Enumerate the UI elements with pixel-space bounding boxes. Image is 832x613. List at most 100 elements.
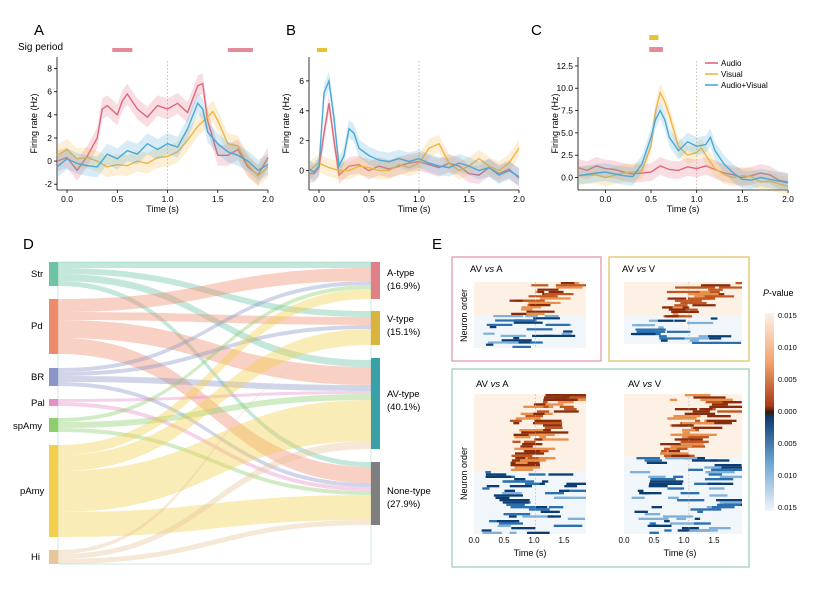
heatmap-cell: [525, 315, 538, 318]
colorbar-title: P-value: [763, 288, 794, 298]
legend-label-audio: Audio: [721, 59, 742, 68]
x-tick-label: 0.5: [111, 194, 123, 204]
flow-hi-none: [58, 520, 371, 564]
flow-br-av: [58, 376, 371, 391]
heatmap-cell: [527, 457, 539, 460]
heatmap-cell: [662, 515, 694, 518]
heatmap-cell: [561, 332, 572, 335]
flow-pal-none: [58, 402, 371, 491]
heatmap-cell: [513, 321, 543, 324]
legend-label-visual: Visual: [721, 70, 743, 79]
heatmap-cell: [634, 510, 648, 513]
heatmap-cell: [660, 443, 692, 446]
heatmap-cell: [548, 506, 564, 509]
panel-letter-d: D: [23, 236, 34, 253]
heatmap-cell: [566, 489, 586, 492]
panel-letter-e: E: [432, 236, 442, 253]
heatmap-cell: [539, 482, 545, 485]
heatmap-cell: [671, 454, 690, 457]
heatmap-cell: [534, 438, 544, 441]
series-line-audio: [577, 165, 789, 183]
heatmap-cell: [629, 471, 651, 474]
x-tick-label: 2.0: [782, 194, 794, 204]
heatmap-cell: [664, 529, 672, 532]
heatmap-cell: [513, 337, 520, 340]
heatmap-cell: [547, 515, 561, 518]
heatmap-cell: [497, 524, 511, 527]
heatmap-cell: [497, 520, 520, 523]
heatmap-cell: [708, 473, 723, 476]
heatmap-cell: [548, 473, 574, 476]
heatmap-cell: [687, 293, 719, 296]
heatmap-cell: [672, 313, 679, 316]
heatmap-cell: [658, 326, 664, 329]
box-av-vs-v-top: [608, 256, 750, 362]
flow-hi-av: [58, 441, 371, 559]
flow-br-v: [58, 325, 371, 376]
heatmap-cell: [649, 522, 656, 525]
colorbar-tick: 0.005: [778, 375, 797, 384]
heatmap-cell: [503, 513, 531, 516]
panel-e-heatmaps: AV vs A AV vs V AV vs A AV vs V Neuron o…: [451, 256, 797, 568]
flow-str-av: [58, 274, 371, 367]
heatmap-cell: [528, 295, 558, 298]
flow-pd-a: [58, 268, 371, 312]
heatmap-cell: [657, 319, 674, 322]
y-tick-label: -2: [44, 179, 52, 189]
heatmap-cell: [646, 461, 667, 464]
x-tick-label: 1.0: [691, 194, 703, 204]
heatmap-av-vs-v-bottom: [624, 394, 742, 534]
colorbar-tick: 0.015: [778, 311, 797, 320]
type-label-none: None-type: [387, 486, 431, 497]
heatmap-cell: [717, 468, 742, 471]
type-label-v: V-type: [387, 314, 414, 325]
heatmap-cell: [710, 317, 718, 320]
heatmap-cell: [544, 426, 563, 429]
heatmap-cell: [525, 415, 544, 418]
heatmap-cell: [557, 401, 574, 404]
heatmap-cell: [493, 494, 523, 497]
heatmap-cell: [705, 422, 732, 425]
heatmap-cell: [514, 466, 541, 469]
heatmap-cell: [694, 517, 701, 520]
x-tick: 0.5: [648, 536, 660, 545]
heatmap-cell: [482, 531, 502, 534]
heatmap-cell: [533, 317, 560, 320]
heatmap-cell: [540, 297, 571, 300]
region-label-pamy: pAmy: [20, 486, 45, 497]
x-tick: 0.0: [618, 536, 630, 545]
heatmap-cell: [560, 282, 575, 285]
legend-label-audiovisual: Audio+Visual: [721, 81, 768, 90]
heatmap-cell: [512, 345, 531, 348]
heatmap-cell: [638, 517, 669, 520]
y-tick-label: 2: [47, 133, 52, 143]
heatmap-cell: [648, 475, 666, 478]
heatmap-cell: [564, 485, 578, 488]
heatmap-cell: [537, 410, 550, 413]
x-axis-label: Time (s): [398, 204, 431, 214]
heatmap-cell: [493, 315, 524, 318]
heatmap-cell: [687, 321, 714, 325]
heatmap-cell: [658, 335, 667, 338]
series-line-audio: [56, 82, 269, 177]
flow-br-none: [58, 382, 371, 487]
flow-pal-av: [58, 391, 371, 402]
heatmap-cell: [652, 524, 672, 527]
heatmap-cell: [691, 429, 699, 432]
heatmap-cell: [532, 334, 553, 337]
heatmap-cell: [533, 412, 545, 415]
heatmap-cell: [674, 304, 688, 307]
heatmap-cell: [495, 496, 510, 499]
heatmap-cell: [542, 401, 548, 404]
node-pal: [49, 399, 58, 406]
heatmap-cell: [640, 330, 656, 333]
panel-c-chart: 0.0 0.5 1.0 1.5 2.0 Time (s) 0.0 2.5 5.0 7.5 10.0 1…: [550, 35, 794, 214]
neuron-order-label-top: Neuron order: [459, 289, 469, 342]
heatmap-cell: [543, 334, 576, 337]
heatmap-cell: [542, 424, 562, 427]
heatmap-cell: [636, 324, 655, 327]
x-tick-label: 0.0: [599, 194, 611, 204]
heatmap-cell: [543, 405, 549, 408]
heatmap-cell: [528, 508, 550, 511]
y-tick-label: 0.0: [561, 173, 573, 183]
